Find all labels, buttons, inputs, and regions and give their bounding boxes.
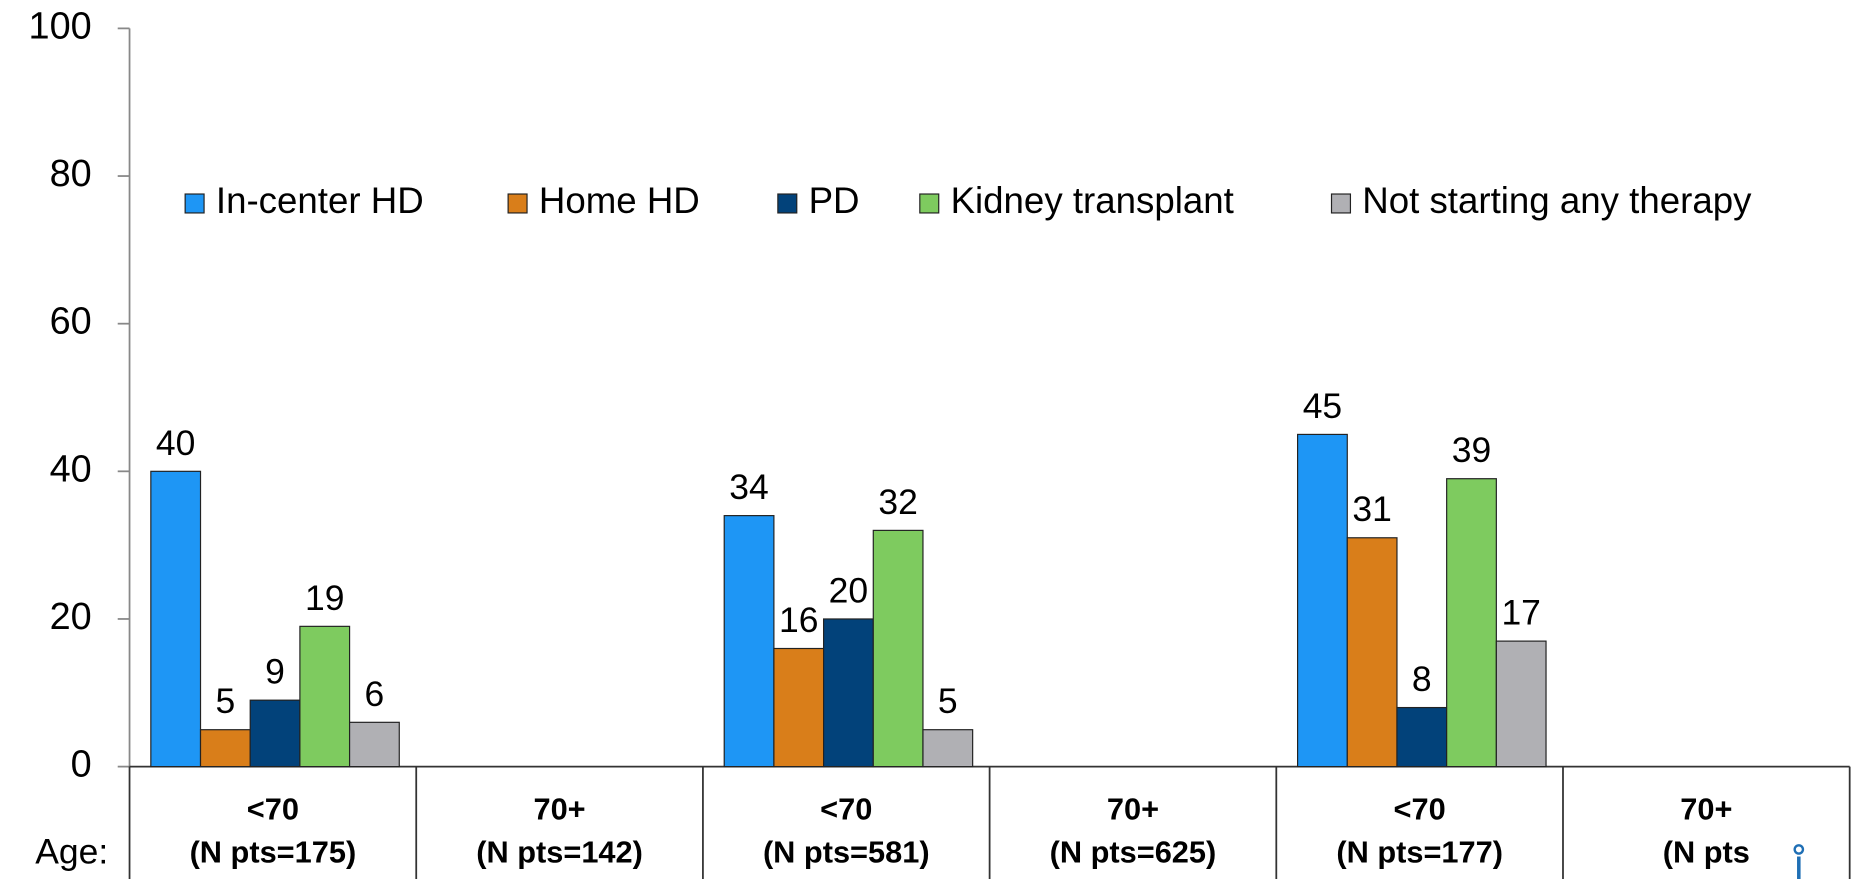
legend-swatch [1330,193,1352,214]
legend-label: Not starting any therapy [1362,180,1752,221]
x-tick-label: <70 [820,792,872,827]
x-tick-sublabel: (N pts=177) [1336,834,1503,869]
bar [1495,640,1547,768]
legend-swatch [184,193,205,214]
value-label: 45 [1303,386,1342,426]
value-label: 34 [729,467,768,507]
legend-label: PD [809,180,860,221]
bar [922,729,974,768]
bar [1346,537,1398,768]
logo [1793,844,1805,879]
value-label: 32 [878,482,917,522]
x-tick-sublabel: (N pts [1663,834,1750,869]
x-tick-label: <70 [247,792,299,827]
y-tick-label: 20 [50,596,92,638]
y-tick-label: 60 [50,301,92,343]
value-label: 6 [365,674,385,714]
x-tick-label: <70 [1394,792,1446,827]
bar [1396,706,1448,768]
x-tick-sublabel: (N pts=175) [190,834,357,869]
x-tick-label: 70+ [533,792,585,827]
value-label: 16 [779,600,818,640]
value-label: 31 [1352,489,1391,529]
bar [348,721,400,768]
value-label: 19 [305,578,344,618]
bar [773,647,825,768]
value-label: 8 [1412,659,1432,699]
y-tick-label: 40 [50,448,92,490]
legend-swatch [919,193,940,214]
bar [150,470,202,768]
value-label: 9 [265,652,285,692]
value-label: 5 [215,681,235,721]
legend-swatch [507,193,528,214]
bar [199,729,251,768]
bar [1446,478,1497,768]
value-label: 40 [156,423,195,463]
bar [822,618,874,768]
y-tick-label: 100 [29,5,92,47]
value-label: 5 [938,681,958,721]
y-tick-label: 80 [50,153,92,195]
x-axis-label: Age: [35,832,108,872]
x-tick-sublabel: (N pts=581) [763,834,930,869]
legend-label: Kidney transplant [951,180,1234,221]
bar [872,529,924,768]
legend-label: In-center HD [216,180,424,221]
value-label: 39 [1452,430,1491,470]
x-tick-sublabel: (N pts=625) [1050,834,1217,869]
value-label: 17 [1501,593,1540,633]
x-tick-label: 70+ [1107,792,1159,827]
value-label: 20 [829,570,868,610]
bar [723,515,775,768]
legend-label: Home HD [539,180,700,221]
x-tick-label: 70+ [1680,792,1732,827]
bar [1297,433,1348,768]
y-tick-label: 0 [71,744,92,786]
bar [249,699,301,768]
legend-swatch [777,193,798,214]
bar [299,625,351,768]
x-tick-sublabel: (N pts=142) [476,834,643,869]
